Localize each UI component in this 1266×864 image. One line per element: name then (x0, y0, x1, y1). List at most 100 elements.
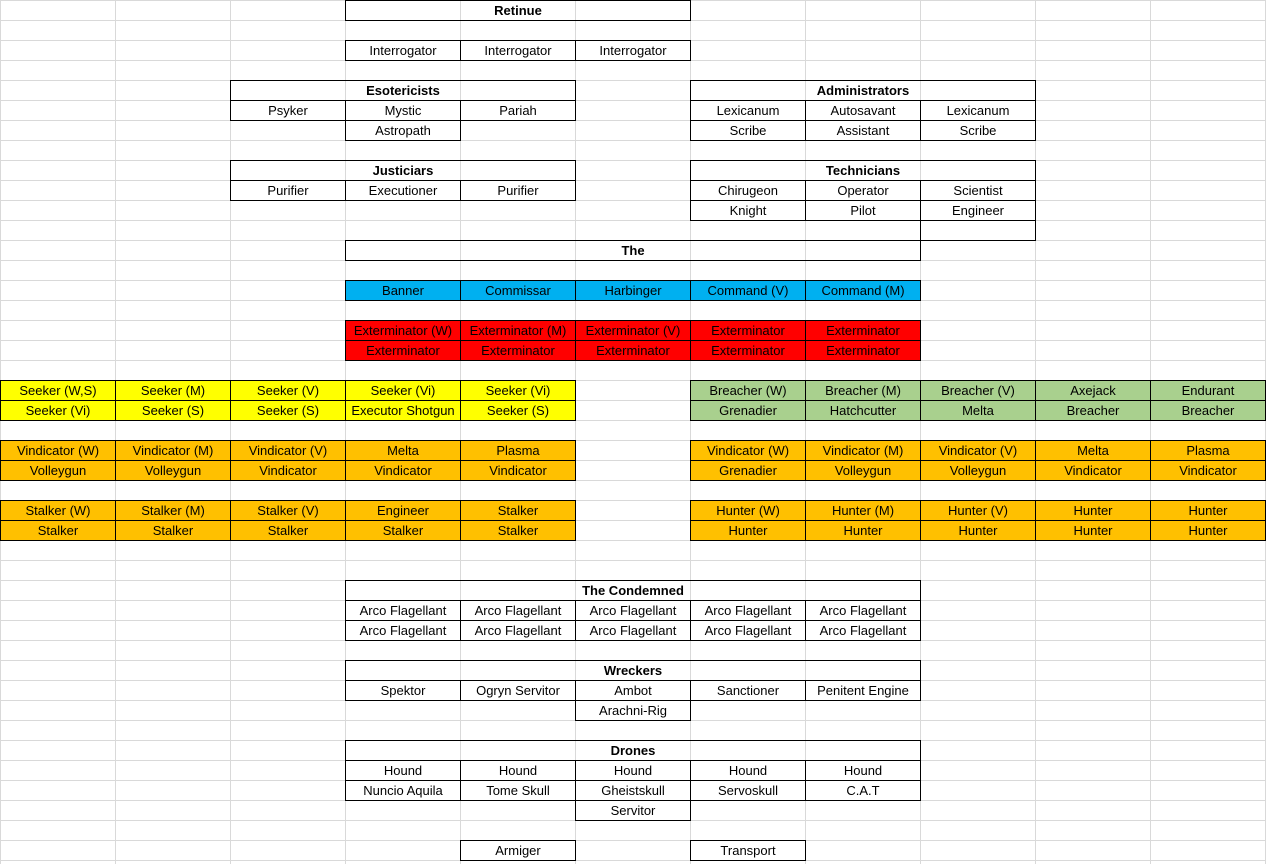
stalkers-cell[interactable]: Stalker (M) (115, 500, 231, 521)
hunters-cell[interactable]: Hunter (805, 520, 921, 541)
drones-header-cell[interactable]: Drones (345, 740, 921, 761)
breachers-cell[interactable]: Endurant (1150, 380, 1266, 401)
retinue-cell[interactable]: Interrogator (345, 40, 461, 61)
seekers-cell[interactable]: Seeker (S) (115, 400, 231, 421)
wreckers-cell[interactable]: Sanctioner (690, 680, 806, 701)
vindicators_left-cell[interactable]: Vindicator (V) (230, 440, 346, 461)
justiciars-header-cell[interactable]: Justiciars (230, 160, 576, 181)
condemned-cell[interactable]: Arco Flagellant (805, 620, 921, 641)
vindicators_left-cell[interactable]: Volleygun (115, 460, 231, 481)
drones-cell[interactable]: Hound (805, 760, 921, 781)
vindicators_left-cell[interactable]: Vindicator (M) (115, 440, 231, 461)
hunters-cell[interactable]: Hunter (1150, 500, 1266, 521)
technicians-empty-cell[interactable] (920, 220, 1036, 241)
drones-cell[interactable]: Hound (575, 760, 691, 781)
command-cell[interactable]: Banner (345, 280, 461, 301)
exterminators-cell[interactable]: Exterminator (345, 340, 461, 361)
condemned-cell[interactable]: Arco Flagellant (690, 600, 806, 621)
command-cell[interactable]: Commissar (460, 280, 576, 301)
stalkers-cell[interactable]: Engineer (345, 500, 461, 521)
vindicators_left-cell[interactable]: Plasma (460, 440, 576, 461)
technicians-cell[interactable]: Pilot (805, 200, 921, 221)
breachers-cell[interactable]: Breacher (1035, 400, 1151, 421)
technicians-header-cell[interactable]: Technicians (690, 160, 1036, 181)
retinue-cell[interactable]: Interrogator (575, 40, 691, 61)
exterminators-cell[interactable]: Exterminator (805, 340, 921, 361)
condemned-cell[interactable]: Arco Flagellant (575, 600, 691, 621)
vindicators_right-cell[interactable]: Vindicator (V) (920, 440, 1036, 461)
justiciars-cell[interactable]: Executioner (345, 180, 461, 201)
drones-cell[interactable]: Hound (460, 760, 576, 781)
wreckers-header-cell[interactable]: Wreckers (345, 660, 921, 681)
condemned-cell[interactable]: Arco Flagellant (345, 600, 461, 621)
hunters-cell[interactable]: Hunter (W) (690, 500, 806, 521)
technicians-cell[interactable]: Scientist (920, 180, 1036, 201)
command-cell[interactable]: Command (M) (805, 280, 921, 301)
exterminators-cell[interactable]: Exterminator (575, 340, 691, 361)
stalkers-cell[interactable]: Stalker (345, 520, 461, 541)
seekers-cell[interactable]: Seeker (M) (115, 380, 231, 401)
vindicators_right-cell[interactable]: Vindicator (M) (805, 440, 921, 461)
vindicators_left-cell[interactable]: Vindicator (345, 460, 461, 481)
condemned-header-cell[interactable]: The Condemned (345, 580, 921, 601)
seekers-cell[interactable]: Seeker (Vi) (460, 380, 576, 401)
vindicators_left-cell[interactable]: Vindicator (460, 460, 576, 481)
drones-cell[interactable]: Servitor (575, 800, 691, 821)
justiciars-cell[interactable]: Purifier (230, 180, 346, 201)
seekers-cell[interactable]: Seeker (Vi) (345, 380, 461, 401)
condemned-cell[interactable]: Arco Flagellant (345, 620, 461, 641)
administrators-cell[interactable]: Lexicanum (920, 100, 1036, 121)
vindicators_right-cell[interactable]: Vindicator (W) (690, 440, 806, 461)
administrators-cell[interactable]: Assistant (805, 120, 921, 141)
seekers-cell[interactable]: Seeker (V) (230, 380, 346, 401)
technicians-cell[interactable]: Chirugeon (690, 180, 806, 201)
esotericists-cell[interactable]: Pariah (460, 100, 576, 121)
vindicators_left-cell[interactable]: Vindicator (230, 460, 346, 481)
administrators-cell[interactable]: Scribe (920, 120, 1036, 141)
wreckers-cell[interactable]: Ambot (575, 680, 691, 701)
hunters-cell[interactable]: Hunter (1035, 520, 1151, 541)
drones-cell[interactable]: Hound (690, 760, 806, 781)
wreckers-cell[interactable]: Ogryn Servitor (460, 680, 576, 701)
vindicators_right-cell[interactable]: Vindicator (1150, 460, 1266, 481)
command-cell[interactable]: Command (V) (690, 280, 806, 301)
administrators-cell[interactable]: Autosavant (805, 100, 921, 121)
exterminators-cell[interactable]: Exterminator (M) (460, 320, 576, 341)
condemned-cell[interactable]: Arco Flagellant (690, 620, 806, 641)
drones-cell[interactable]: Gheistskull (575, 780, 691, 801)
breachers-cell[interactable]: Melta (920, 400, 1036, 421)
wreckers-cell[interactable]: Spektor (345, 680, 461, 701)
drones-cell[interactable]: Tome Skull (460, 780, 576, 801)
breachers-cell[interactable]: Breacher (W) (690, 380, 806, 401)
administrators-cell[interactable]: Scribe (690, 120, 806, 141)
breachers-cell[interactable]: Breacher (V) (920, 380, 1036, 401)
hunters-cell[interactable]: Hunter (M) (805, 500, 921, 521)
hunters-cell[interactable]: Hunter (690, 520, 806, 541)
condemned-cell[interactable]: Arco Flagellant (460, 620, 576, 641)
vindicators_left-cell[interactable]: Melta (345, 440, 461, 461)
stalkers-cell[interactable]: Stalker (115, 520, 231, 541)
breachers-cell[interactable]: Grenadier (690, 400, 806, 421)
technicians-cell[interactable]: Operator (805, 180, 921, 201)
esotericists-cell[interactable]: Psyker (230, 100, 346, 121)
esotericists-cell[interactable]: Astropath (345, 120, 461, 141)
stalkers-cell[interactable]: Stalker (230, 520, 346, 541)
condemned-cell[interactable]: Arco Flagellant (460, 600, 576, 621)
breachers-cell[interactable]: Hatchcutter (805, 400, 921, 421)
administrators-cell[interactable]: Lexicanum (690, 100, 806, 121)
seekers-cell[interactable]: Seeker (W,S) (0, 380, 116, 401)
vindicators_right-cell[interactable]: Grenadier (690, 460, 806, 481)
drones-cell[interactable]: Servoskull (690, 780, 806, 801)
seekers-cell[interactable]: Seeker (Vi) (0, 400, 116, 421)
technicians-cell[interactable]: Engineer (920, 200, 1036, 221)
vindicators_right-cell[interactable]: Plasma (1150, 440, 1266, 461)
vindicators_right-cell[interactable]: Volleygun (805, 460, 921, 481)
vindicators_left-cell[interactable]: Vindicator (W) (0, 440, 116, 461)
justiciars-cell[interactable]: Purifier (460, 180, 576, 201)
seekers-cell[interactable]: Seeker (S) (230, 400, 346, 421)
seekers-cell[interactable]: Seeker (S) (460, 400, 576, 421)
stalkers-cell[interactable]: Stalker (V) (230, 500, 346, 521)
exterminators-cell[interactable]: Exterminator (690, 320, 806, 341)
drones-cell[interactable]: Nuncio Aquila (345, 780, 461, 801)
vindicators_right-cell[interactable]: Melta (1035, 440, 1151, 461)
